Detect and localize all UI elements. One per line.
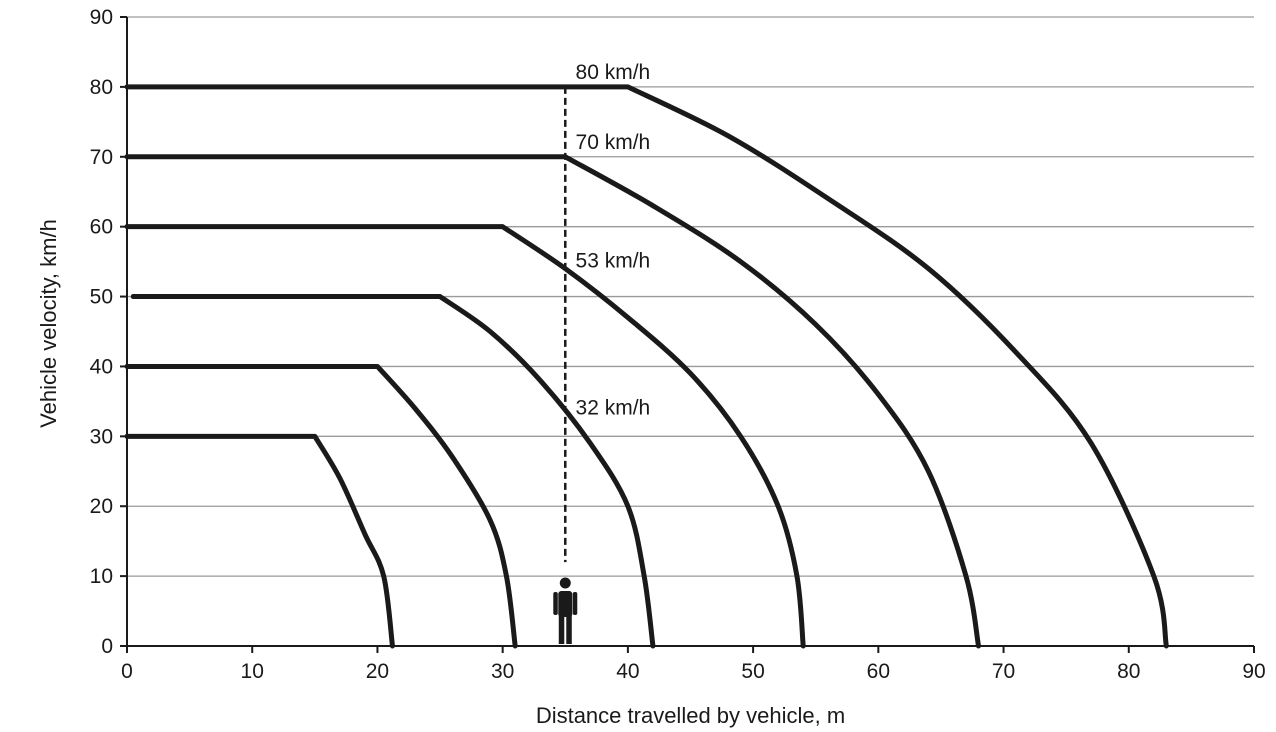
annotation-70-kmh: 70 km/h [576, 131, 651, 154]
x-tick-label-90: 90 [1242, 660, 1265, 683]
y-tick-label-90: 90 [90, 6, 113, 29]
x-tick-label-30: 30 [491, 660, 514, 683]
x-tick-label-60: 60 [867, 660, 890, 683]
series-line-2 [124, 363, 518, 649]
x-tick-label-20: 20 [366, 660, 389, 683]
annotation-53-kmh: 53 km/h [576, 250, 651, 273]
x-axis-title: Distance travelled by vehicle, m [536, 703, 845, 728]
y-tick-label-40: 40 [90, 355, 113, 378]
tick-labels: 0 10 20 30 40 50 60 70 80 90 0 10 20 30 40 50 60 70 80 90 [90, 6, 1266, 683]
series-line-3 [130, 294, 656, 649]
pedestrian-icon [553, 577, 578, 644]
y-tick-label-0: 0 [101, 635, 113, 658]
y-tick-label-30: 30 [90, 425, 113, 448]
annotation-80-kmh: 80 km/h [576, 61, 651, 84]
y-tick-label-70: 70 [90, 146, 113, 169]
x-tick-label-70: 70 [992, 660, 1015, 683]
y-axis-title: Vehicle velocity, km/h [36, 219, 61, 428]
y-tick-label-80: 80 [90, 76, 113, 99]
y-tick-label-20: 20 [90, 495, 113, 518]
y-tick-label-50: 50 [90, 286, 113, 309]
y-tick-label-10: 10 [90, 565, 113, 588]
y-tick-label-60: 60 [90, 216, 113, 239]
series-line-1 [124, 433, 395, 649]
axes [120, 16, 1255, 653]
series-line-6 [124, 84, 1169, 649]
annotations: 80 km/h 70 km/h 53 km/h 32 km/h [576, 61, 651, 419]
x-tick-label-10: 10 [241, 660, 264, 683]
x-tick-label-80: 80 [1117, 660, 1140, 683]
pedestrian-marker [553, 86, 578, 644]
x-tick-label-40: 40 [616, 660, 639, 683]
x-tick-label-0: 0 [121, 660, 133, 683]
x-tick-label-50: 50 [741, 660, 764, 683]
annotation-32-kmh: 32 km/h [576, 396, 651, 419]
series-line-5 [124, 154, 982, 649]
